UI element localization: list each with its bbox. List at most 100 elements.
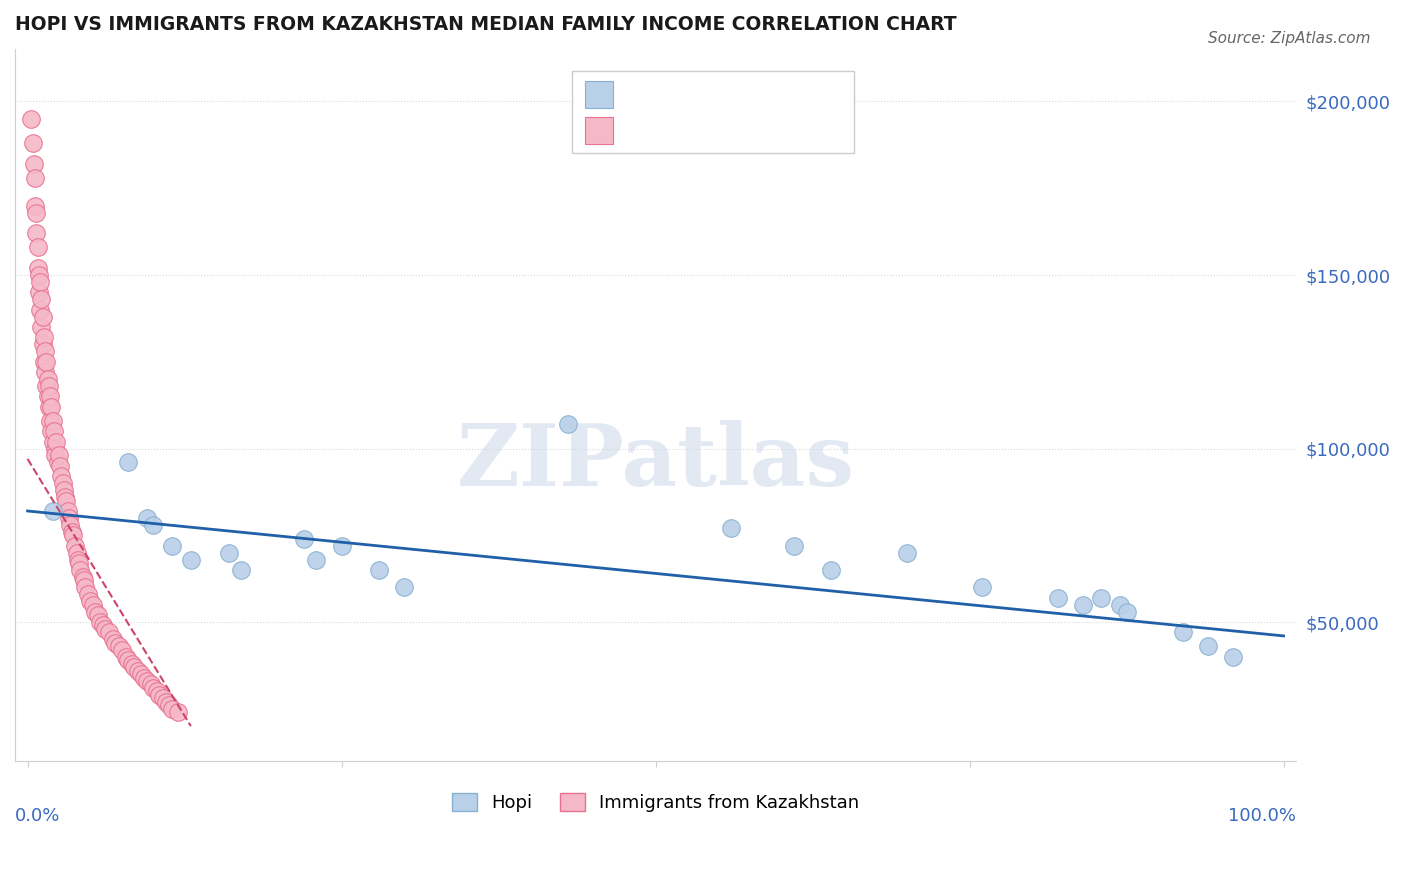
Point	[41, 424, 63, 438]
Point	[117, 455, 139, 469]
Point	[45, 434, 67, 449]
Point	[39, 414, 62, 428]
Point	[1090, 591, 1112, 605]
Point	[1046, 591, 1069, 605]
Point	[41, 504, 63, 518]
Point	[1071, 598, 1094, 612]
Point	[148, 688, 170, 702]
Point	[30, 293, 52, 307]
Point	[41, 434, 63, 449]
Point	[30, 302, 52, 317]
Point	[44, 442, 66, 456]
Point	[129, 667, 152, 681]
Point	[46, 455, 69, 469]
Point	[720, 521, 742, 535]
Point	[127, 664, 149, 678]
Point	[159, 698, 181, 713]
Text: R = -0.199: R = -0.199	[626, 120, 723, 138]
Point	[305, 552, 328, 566]
Point	[38, 400, 60, 414]
Point	[152, 691, 174, 706]
Point	[1222, 649, 1244, 664]
Point	[60, 524, 83, 539]
Point	[142, 517, 165, 532]
Point	[67, 556, 90, 570]
Point	[104, 636, 127, 650]
Point	[53, 483, 76, 498]
Point	[35, 355, 58, 369]
Point	[94, 622, 117, 636]
Text: HOPI VS IMMIGRANTS FROM KAZAKHSTAN MEDIAN FAMILY INCOME CORRELATION CHART: HOPI VS IMMIGRANTS FROM KAZAKHSTAN MEDIA…	[15, 15, 956, 34]
Point	[394, 580, 416, 594]
Text: 0.0%: 0.0%	[15, 807, 60, 825]
Point	[160, 702, 183, 716]
Point	[35, 379, 58, 393]
Text: N = 27: N = 27	[745, 83, 813, 101]
Point	[28, 285, 51, 300]
Point	[1171, 625, 1194, 640]
Point	[557, 417, 579, 432]
Text: Source: ZipAtlas.com: Source: ZipAtlas.com	[1208, 31, 1371, 46]
Point	[76, 587, 98, 601]
Point	[124, 660, 146, 674]
Point	[37, 389, 59, 403]
Point	[1109, 598, 1132, 612]
Point	[72, 570, 94, 584]
Point	[84, 605, 107, 619]
Point	[62, 528, 84, 542]
Point	[330, 539, 353, 553]
Point	[114, 649, 136, 664]
Point	[292, 532, 315, 546]
Text: R = -0.636: R = -0.636	[626, 83, 723, 101]
Point	[55, 493, 77, 508]
Point	[28, 268, 51, 282]
Point	[53, 490, 76, 504]
Legend: Hopi, Immigrants from Kazakhstan: Hopi, Immigrants from Kazakhstan	[444, 786, 866, 820]
Point	[51, 469, 73, 483]
Point	[91, 618, 114, 632]
Point	[41, 400, 63, 414]
Point	[27, 261, 49, 276]
FancyBboxPatch shape	[585, 80, 613, 108]
Point	[30, 320, 52, 334]
Point	[65, 539, 87, 553]
Point	[34, 365, 56, 379]
Point	[58, 511, 80, 525]
Point	[87, 608, 110, 623]
Point	[167, 705, 190, 719]
Point	[25, 227, 48, 241]
Point	[89, 615, 111, 629]
Point	[49, 458, 72, 473]
Point	[22, 157, 45, 171]
Point	[121, 657, 143, 671]
Point	[135, 673, 157, 688]
Point	[41, 414, 63, 428]
Point	[146, 684, 169, 698]
Point	[368, 563, 391, 577]
Point	[32, 355, 55, 369]
Point	[20, 112, 42, 126]
Point	[52, 476, 75, 491]
Point	[69, 563, 91, 577]
Text: 100.0%: 100.0%	[1229, 807, 1296, 825]
Point	[30, 275, 52, 289]
Point	[134, 671, 156, 685]
Point	[44, 449, 66, 463]
Point	[31, 337, 53, 351]
Point	[1115, 605, 1137, 619]
Point	[56, 504, 79, 518]
FancyBboxPatch shape	[572, 70, 855, 153]
Point	[160, 539, 183, 553]
Point	[75, 580, 97, 594]
Point	[73, 574, 96, 588]
Point	[27, 240, 49, 254]
Point	[59, 517, 82, 532]
Point	[66, 552, 89, 566]
Point	[42, 424, 65, 438]
Point	[38, 379, 60, 393]
Point	[48, 449, 70, 463]
Point	[139, 677, 162, 691]
Point	[972, 580, 994, 594]
Point	[135, 511, 157, 525]
Point	[39, 389, 62, 403]
